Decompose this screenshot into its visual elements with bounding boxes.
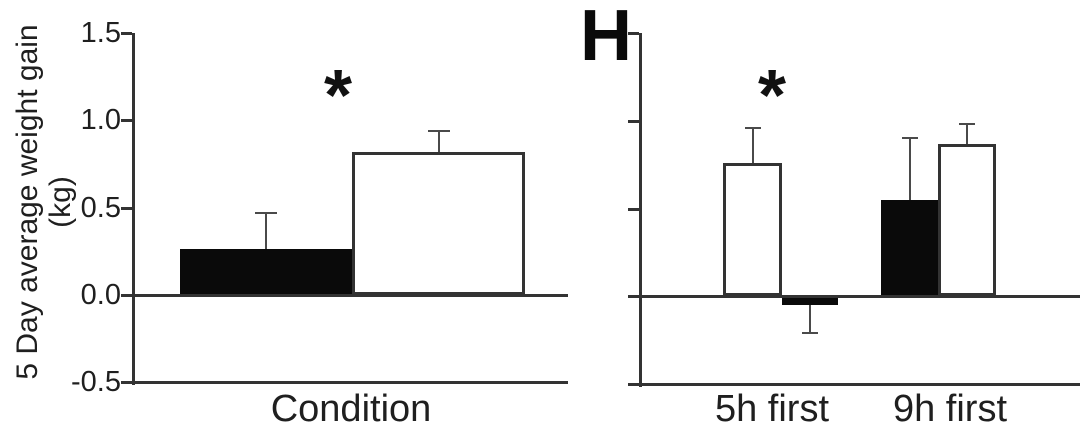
x-category-label: 9h first <box>892 388 1008 430</box>
x-category-label: Condition <box>270 388 432 430</box>
panel-h-label: H <box>580 0 632 76</box>
significance-asterisk: * <box>757 56 787 136</box>
error-bar-cap <box>427 129 450 132</box>
y-axis-tick <box>121 381 132 384</box>
error-bar-line <box>908 138 911 200</box>
bar-white <box>723 162 782 297</box>
error-bar-cap <box>255 211 277 214</box>
error-bar-line <box>437 130 440 152</box>
bar-white <box>352 151 525 295</box>
y-axis-tick-label: 1.0 <box>80 104 121 137</box>
error-bar-line <box>265 212 267 250</box>
y-axis-tick <box>121 32 132 35</box>
bar-black <box>881 199 938 297</box>
y-axis-tick <box>121 293 132 297</box>
bar-black <box>782 296 838 306</box>
y-axis-tick-label: 1.5 <box>80 17 121 49</box>
significance-asterisk: * <box>323 56 353 136</box>
x-category-label: 5h first <box>714 388 830 430</box>
x-axis-line <box>132 381 568 384</box>
error-bar-cap <box>901 137 918 140</box>
y-axis-tick <box>121 119 132 123</box>
bar-black <box>180 249 352 295</box>
zero-baseline <box>639 295 1080 299</box>
x-axis-line <box>639 383 1080 386</box>
error-bar-line <box>751 127 754 163</box>
error-bar-line <box>966 124 968 144</box>
y-axis-tick <box>628 119 639 123</box>
y-axis-tick-label: 0.5 <box>80 191 121 224</box>
y-axis-spine <box>132 33 135 385</box>
y-axis-tick-label: 0.0 <box>80 278 121 311</box>
y-axis-tick-label: -0.5 <box>71 366 121 398</box>
y-axis-spine <box>639 33 642 387</box>
y-axis-tick <box>628 295 639 299</box>
error-bar-cap <box>802 332 818 335</box>
zero-baseline <box>132 293 568 297</box>
error-bar-cap <box>959 123 975 126</box>
error-bar-line <box>809 305 811 334</box>
bar-white <box>938 143 996 297</box>
y-axis-tick <box>628 32 639 35</box>
y-axis-tick <box>121 206 132 210</box>
y-axis-tick <box>628 383 639 386</box>
error-bar-cap <box>744 126 761 129</box>
y-axis-tick <box>628 207 639 211</box>
